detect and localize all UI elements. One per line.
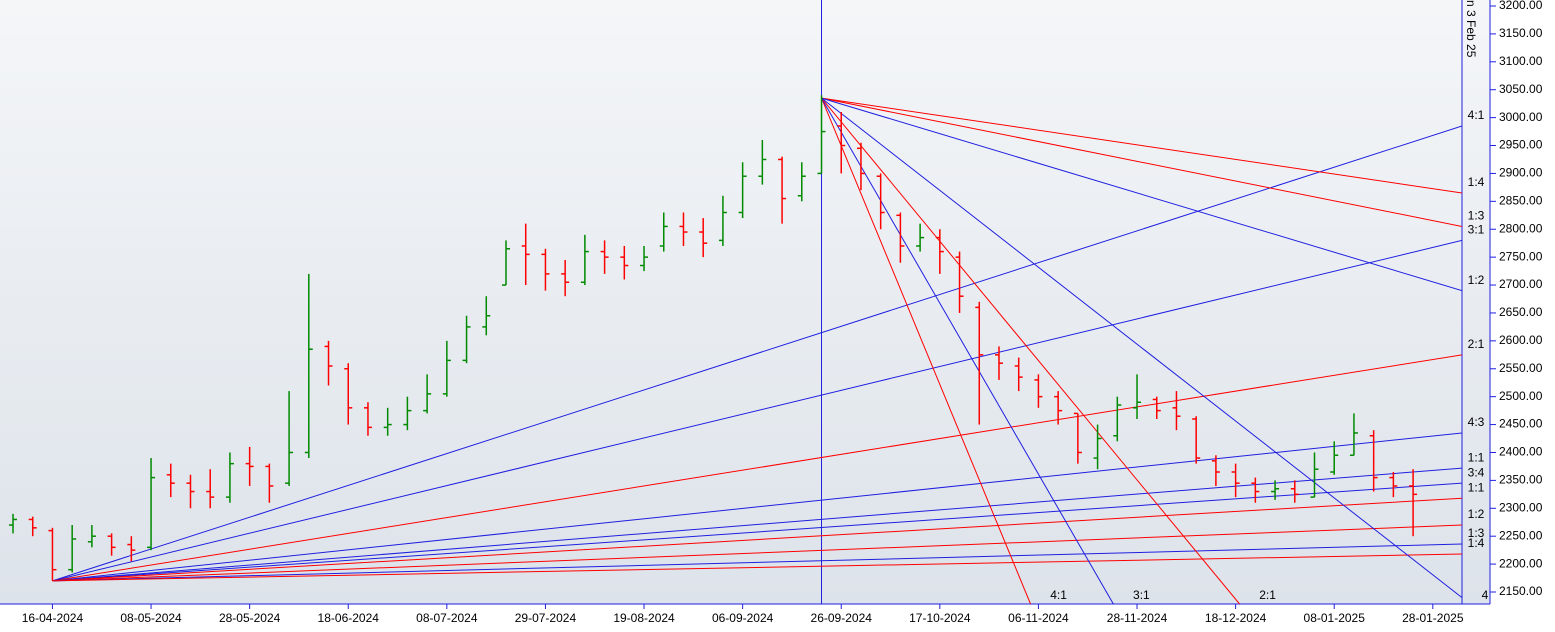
y-tick-label: 2300.00	[1499, 500, 1543, 514]
y-tick-label: 3150.00	[1499, 26, 1543, 40]
x-tick-label: 18-12-2024	[1205, 611, 1267, 625]
y-tick-label: 3000.00	[1499, 110, 1543, 124]
fan-label: 1:1	[1468, 450, 1485, 464]
x-tick-label: 17-10-2024	[909, 611, 971, 625]
fan-label: 3:1	[1133, 588, 1150, 602]
fan-label: 1:2	[1468, 273, 1485, 287]
fan-line	[52, 354, 1462, 582]
fan-line	[52, 543, 1462, 582]
y-tick-label: 2650.00	[1499, 305, 1543, 319]
fan-label: 2:1	[1259, 588, 1276, 602]
plot-background	[0, 0, 1490, 604]
y-tick-label: 2200.00	[1499, 556, 1543, 570]
x-tick-label: 08-05-2024	[120, 611, 182, 625]
fan-line	[821, 97, 1462, 227]
x-tick-label: 08-01-2025	[1304, 611, 1366, 625]
fan-label: 1:1	[1468, 480, 1485, 494]
fan-label: 2:1	[1468, 337, 1485, 351]
fan-line	[52, 482, 1462, 582]
fan-line	[821, 97, 1240, 604]
x-tick-label: 28-11-2024	[1107, 611, 1168, 625]
fan-label: 4	[1482, 588, 1489, 602]
fan-label: 4:3	[1468, 415, 1485, 429]
x-tick-label: 06-11-2024	[1008, 611, 1069, 625]
x-tick-label: 06-09-2024	[712, 611, 774, 625]
fan-line	[52, 239, 1462, 582]
fan-line	[52, 553, 1462, 582]
y-tick-label: 3050.00	[1499, 82, 1543, 96]
x-tick-label: 08-07-2024	[416, 611, 478, 625]
fan-label: 1:3	[1468, 209, 1485, 223]
y-tick-label: 2400.00	[1499, 445, 1543, 459]
y-tick-label: 3200.00	[1499, 0, 1543, 12]
fan-label: 3:1	[1468, 223, 1485, 237]
fan-line	[52, 467, 1462, 582]
fan-line	[52, 524, 1462, 582]
fan-line	[821, 97, 1462, 598]
fan-line	[52, 497, 1462, 582]
fan-line	[52, 432, 1462, 582]
x-axis-area	[0, 604, 1490, 627]
x-tick-label: 28-05-2024	[219, 611, 281, 625]
fan-label: 3:4	[1468, 465, 1485, 479]
x-tick-label: 29-07-2024	[515, 611, 577, 625]
fan-label: 4:1	[1468, 108, 1485, 122]
fan-line	[821, 97, 1462, 292]
fan-label: 1:2	[1468, 507, 1485, 521]
y-tick-label: 2700.00	[1499, 277, 1543, 291]
x-tick-label: 26-09-2024	[811, 611, 873, 625]
fan-label: 1:4	[1468, 536, 1485, 550]
x-tick-label: 16-04-2024	[22, 611, 84, 625]
marker-text: n 3 Feb 25	[1464, 0, 1478, 58]
y-tick-label: 2250.00	[1499, 528, 1543, 542]
y-axis-area	[1490, 0, 1555, 627]
y-tick-label: 2350.00	[1499, 473, 1543, 487]
fan-label: 4:1	[1050, 588, 1067, 602]
x-tick-label: 19-08-2024	[613, 611, 675, 625]
plot	[9, 0, 1462, 604]
y-tick-label: 2850.00	[1499, 194, 1543, 208]
y-tick-label: 2550.00	[1499, 361, 1543, 375]
fan-label: 1:3	[1468, 526, 1485, 540]
y-tick-label: 2900.00	[1499, 166, 1543, 180]
y-tick-label: 2800.00	[1499, 221, 1543, 235]
y-tick-label: 2600.00	[1499, 333, 1543, 347]
fan-line	[52, 125, 1462, 582]
y-tick-label: 2500.00	[1499, 389, 1543, 403]
y-tick-label: 2450.00	[1499, 417, 1543, 431]
fan-line	[821, 97, 1032, 604]
y-tick-label: 2750.00	[1499, 249, 1543, 263]
y-tick-label: 3100.00	[1499, 54, 1543, 68]
y-tick-label: 2150.00	[1499, 584, 1543, 598]
y-tick-label: 2950.00	[1499, 138, 1543, 152]
fan-line	[821, 97, 1114, 604]
fan-line	[821, 97, 1462, 194]
fan-label: 1:4	[1468, 175, 1485, 189]
x-tick-label: 18-06-2024	[318, 611, 380, 625]
x-tick-label: 28-01-2025	[1402, 611, 1464, 625]
